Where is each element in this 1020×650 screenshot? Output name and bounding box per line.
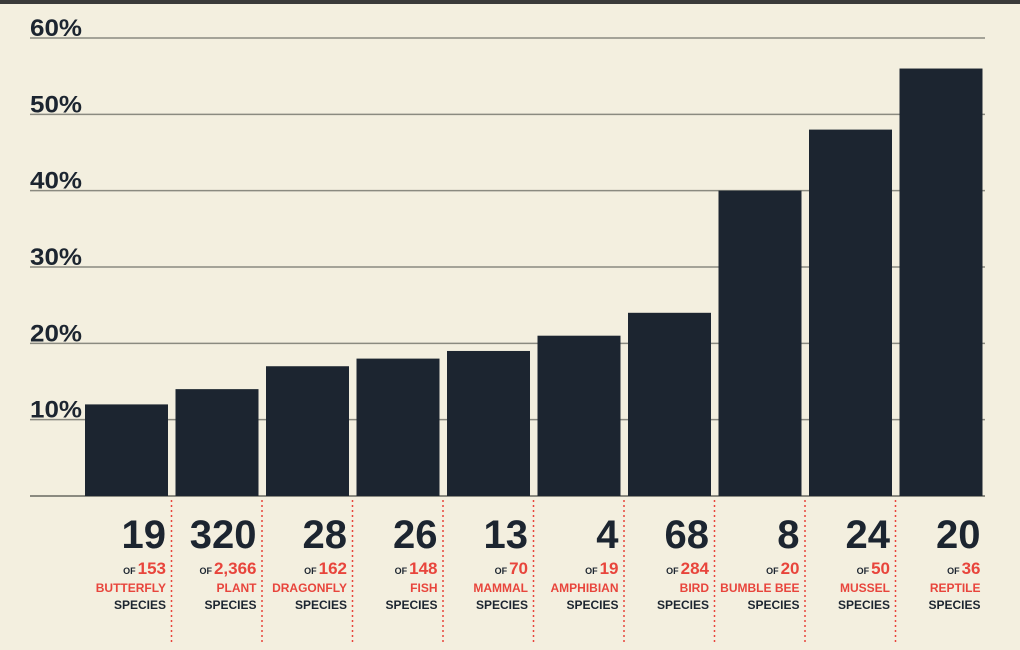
bar — [266, 366, 349, 496]
total: 153 — [138, 559, 166, 578]
count: 20 — [936, 513, 981, 557]
species-label: SPECIES — [385, 598, 437, 612]
total: 70 — [509, 559, 528, 578]
bar — [175, 389, 259, 496]
species-label: SPECIES — [114, 598, 166, 612]
of-label: OF — [766, 566, 779, 576]
count: 26 — [393, 513, 438, 557]
total: 162 — [319, 559, 347, 578]
species-label: SPECIES — [747, 598, 799, 612]
category-label: DRAGONFLY — [272, 581, 347, 595]
total: 284 — [681, 559, 710, 578]
total: 19 — [600, 559, 619, 578]
category-label: REPTILE — [930, 581, 981, 595]
of-label: OF — [395, 566, 408, 576]
total: 2,366 — [214, 559, 257, 578]
of-label: OF — [947, 566, 960, 576]
total: 20 — [781, 559, 800, 578]
category-label: MUSSEL — [840, 581, 890, 595]
bar — [356, 358, 440, 496]
count: 28 — [303, 513, 348, 557]
y-tick-label: 60% — [30, 15, 82, 42]
y-tick-label: 10% — [30, 397, 82, 424]
count: 24 — [846, 513, 891, 557]
of-label: OF — [123, 566, 136, 576]
species-label: SPECIES — [657, 598, 709, 612]
species-label: SPECIES — [295, 598, 347, 612]
count: 320 — [190, 513, 257, 557]
species-label: SPECIES — [476, 598, 528, 612]
of-label: OF — [857, 566, 870, 576]
species-label: SPECIES — [566, 598, 618, 612]
species-label: SPECIES — [928, 598, 980, 612]
count: 4 — [596, 513, 619, 557]
bar — [537, 335, 621, 496]
category-label: BIRD — [680, 581, 710, 595]
bar — [809, 129, 892, 496]
of-label: OF — [585, 566, 598, 576]
y-tick-label: 30% — [30, 244, 82, 271]
y-tick-label: 40% — [30, 168, 82, 195]
top-border — [0, 0, 1020, 4]
category-label: PLANT — [217, 581, 258, 595]
category-label: BUTTERFLY — [96, 581, 166, 595]
count: 13 — [484, 513, 529, 557]
count: 68 — [665, 513, 710, 557]
y-tick-label: 20% — [30, 320, 82, 347]
count: 8 — [777, 513, 799, 557]
count: 19 — [122, 513, 167, 557]
bar — [85, 404, 168, 496]
total: 148 — [409, 559, 437, 578]
bar — [718, 190, 802, 496]
species-label: SPECIES — [204, 598, 256, 612]
of-label: OF — [495, 566, 508, 576]
bar — [899, 68, 983, 497]
y-tick-label: 50% — [30, 91, 82, 118]
category-label: AMPHIBIAN — [551, 581, 619, 595]
category-label: BUMBLE BEE — [720, 581, 799, 595]
category-label: MAMMAL — [473, 581, 528, 595]
total: 36 — [962, 559, 981, 578]
bar — [447, 350, 530, 496]
of-label: OF — [304, 566, 317, 576]
of-label: OF — [199, 566, 212, 576]
species-label: SPECIES — [838, 598, 890, 612]
total: 50 — [871, 559, 890, 578]
of-label: OF — [666, 566, 679, 576]
bar — [628, 312, 711, 496]
category-label: FISH — [410, 581, 437, 595]
